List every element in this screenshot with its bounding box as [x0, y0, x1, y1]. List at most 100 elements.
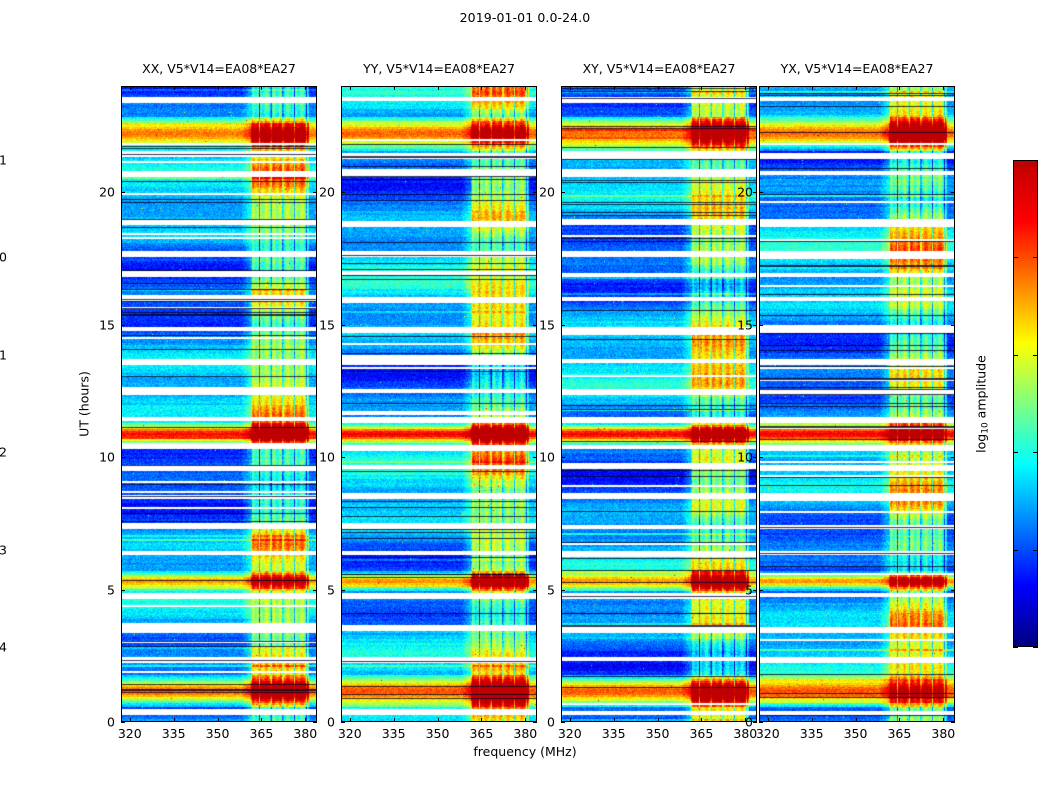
y-tick-right: [533, 722, 537, 723]
x-tick-top: [305, 86, 307, 90]
y-tick-label: 20: [539, 184, 555, 200]
y-tick: [561, 722, 565, 723]
y-tick-label: 10: [99, 449, 115, 465]
x-tick: [261, 718, 263, 722]
x-tick-label: 365: [469, 726, 494, 741]
colorbar-label-prefix: log: [973, 433, 989, 453]
y-tick-right: [313, 589, 317, 591]
y-tick-right: [533, 324, 537, 326]
colorbar-tick-right: [1033, 354, 1038, 356]
colorbar-tick: [1013, 549, 1018, 551]
y-tick-label: 15: [539, 317, 555, 332]
colorbar[interactable]: [1013, 160, 1038, 648]
x-tick: [657, 718, 659, 722]
y-tick: [561, 457, 565, 458]
y-tick-label: 0: [745, 714, 753, 730]
panel-title-xy: XY, V5*V14=EA08*EA27: [582, 61, 736, 76]
x-tick-top: [217, 86, 219, 90]
y-tick-label: 0: [107, 714, 115, 730]
panel-yx[interactable]: YX, V5*V14=EA08*EA27: [759, 61, 955, 723]
panel-plot-area-xy[interactable]: [561, 86, 757, 722]
y-tick-right: [753, 589, 757, 591]
x-tick: [767, 718, 769, 722]
y-tick-right: [951, 192, 955, 193]
x-tick: [855, 718, 857, 722]
x-tick: [305, 718, 307, 722]
x-tick-top: [943, 86, 945, 90]
panel-plot-area-yy[interactable]: [341, 86, 537, 722]
x-tick: [943, 718, 945, 722]
y-tick-label: 15: [737, 317, 753, 332]
figure-suptitle: 2019-01-01 0.0-24.0: [459, 10, 591, 25]
x-tick-top: [701, 86, 703, 90]
x-tick: [745, 718, 747, 722]
x-tick-top: [437, 86, 439, 90]
x-tick-top: [525, 86, 527, 90]
panel-xy[interactable]: XY, V5*V14=EA08*EA27: [561, 61, 757, 723]
x-tick-label: 335: [799, 726, 824, 741]
x-tick: [129, 718, 131, 722]
y-tick-right: [533, 589, 537, 591]
panel-yy[interactable]: YY, V5*V14=EA08*EA27: [341, 61, 537, 723]
heatmap-image-yy: [342, 87, 536, 721]
panel-xx[interactable]: XX, V5*V14=EA08*EA27: [121, 61, 317, 723]
y-tick: [759, 457, 763, 458]
y-tick-label: 0: [547, 714, 555, 730]
y-tick-label: 20: [737, 184, 753, 200]
colorbar-tick: [1013, 354, 1018, 356]
y-tick: [121, 457, 125, 458]
x-tick: [349, 718, 351, 722]
x-tick-top: [481, 86, 483, 90]
x-tick-label: 320: [755, 726, 780, 741]
x-tick-label: 350: [645, 726, 670, 741]
colorbar-tick-right: [1033, 160, 1038, 161]
x-tick-label: 320: [557, 726, 582, 741]
colorbar-gradient: [1013, 160, 1038, 647]
x-tick-top: [393, 86, 395, 90]
y-tick: [759, 722, 763, 723]
colorbar-tick-label: 1: [0, 152, 7, 168]
panel-plot-area-yx[interactable]: [759, 86, 955, 722]
colorbar-tick: [1013, 647, 1018, 648]
x-tick-top: [569, 86, 571, 90]
x-tick-top: [657, 86, 659, 90]
x-tick: [481, 718, 483, 722]
x-tick-label: 365: [887, 726, 912, 741]
x-tick-top: [767, 86, 769, 90]
x-tick: [525, 718, 527, 722]
y-axis-label: UT (hours): [76, 371, 92, 437]
x-tick-top: [613, 86, 615, 90]
y-tick-label: 0: [327, 714, 335, 730]
y-tick: [121, 589, 125, 591]
x-tick: [701, 718, 703, 722]
y-tick: [121, 722, 125, 723]
y-tick: [341, 722, 345, 723]
x-tick-label: 320: [117, 726, 142, 741]
x-tick-top: [349, 86, 351, 90]
x-tick-label: 365: [689, 726, 714, 741]
y-tick-label: 10: [539, 449, 555, 465]
y-tick-right: [951, 722, 955, 723]
y-tick: [561, 324, 565, 326]
x-tick-top: [173, 86, 175, 90]
y-tick-right: [753, 457, 757, 458]
y-tick: [341, 589, 345, 591]
y-tick: [759, 192, 763, 193]
y-tick-right: [313, 324, 317, 326]
x-tick-top: [855, 86, 857, 90]
y-tick: [121, 192, 125, 193]
y-tick: [759, 324, 763, 326]
x-tick: [217, 718, 219, 722]
colorbar-tick-right: [1033, 257, 1038, 259]
y-tick-right: [313, 192, 317, 193]
x-tick-top: [745, 86, 747, 90]
heatmap-image-xy: [562, 87, 756, 721]
x-tick-top: [811, 86, 813, 90]
x-tick-label: 350: [205, 726, 230, 741]
colorbar-tick: [1013, 452, 1018, 454]
x-tick-label: 350: [425, 726, 450, 741]
y-tick-right: [533, 192, 537, 193]
y-tick-right: [753, 722, 757, 723]
panel-plot-area-xx[interactable]: [121, 86, 317, 722]
